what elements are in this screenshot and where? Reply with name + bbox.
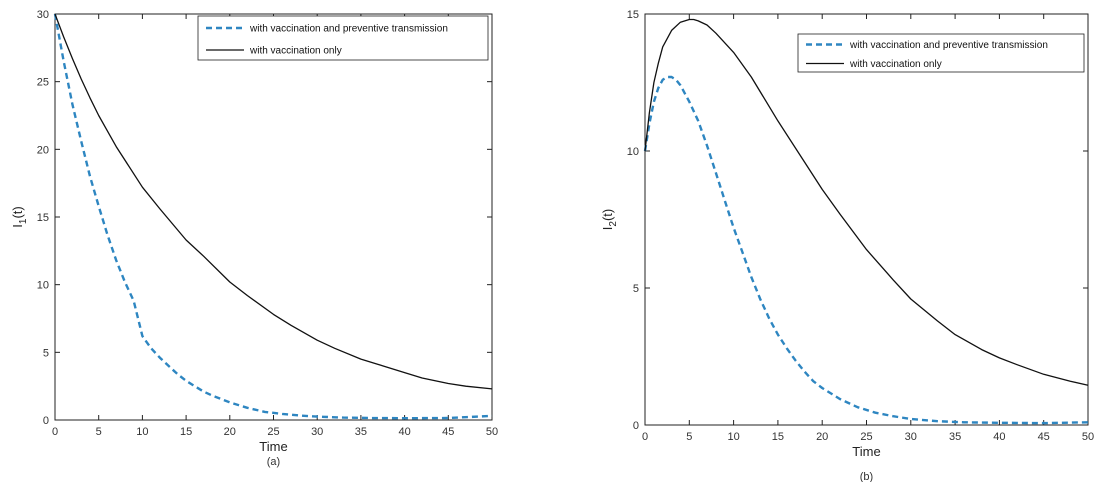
- y-tick-label: 0: [633, 420, 639, 432]
- series-line-vaccination-only: [54, 13, 493, 390]
- x-tick-label: 30: [905, 431, 917, 443]
- y-axis-label: I2(t): [600, 209, 619, 230]
- x-axis-label: Time: [852, 444, 880, 459]
- x-axis-label: Time: [259, 439, 287, 454]
- x-tick-label: 5: [96, 426, 102, 438]
- legend: with vaccination and preventive transmis…: [797, 33, 1085, 73]
- x-tick-label: 50: [486, 426, 498, 438]
- x-tick-label: 20: [816, 431, 828, 443]
- y-tick-label: 25: [37, 77, 49, 89]
- chart-panel-b: 0 5 10 15 20 25 30 35 40 45 50 0 5 10 15 Time I2(t) (b) wi…: [600, 9, 1094, 482]
- y-tick-label: 10: [627, 146, 639, 158]
- x-tick-label: 40: [398, 426, 410, 438]
- series-line-vaccination-only: [644, 18, 1089, 386]
- legend-entry-label: with vaccination only: [849, 59, 942, 70]
- legend-box: [197, 15, 489, 61]
- y-axis-label-main: I: [10, 224, 25, 228]
- y-tick-label: 30: [37, 9, 49, 21]
- x-tick-label: 30: [311, 426, 323, 438]
- x-tick-label: 40: [993, 431, 1005, 443]
- series-line-vaccination-and-preventive: [53, 13, 493, 420]
- y-axis-label-main: I: [600, 227, 615, 231]
- legend-entry-label: with vaccination and preventive transmis…: [249, 24, 448, 35]
- plot-frame: [644, 13, 1089, 426]
- chart-panel-a: 0 5 10 15 20 25 30 35 40 45 50 0 5 10 15 20 25 30 Time I1(t…: [10, 9, 498, 468]
- x-tick-label: 35: [949, 431, 961, 443]
- y-tick-label: 5: [43, 347, 49, 359]
- x-tick-label: 20: [224, 426, 236, 438]
- panel-caption: (a): [267, 456, 280, 468]
- series-line-vaccination-and-preventive: [643, 75, 1089, 425]
- x-tick-label: 25: [267, 426, 279, 438]
- legend: with vaccination and preventive transmis…: [197, 15, 489, 61]
- y-axis-label-tail: (t): [600, 209, 615, 221]
- y-axis-label-subscript: 1: [18, 218, 29, 224]
- x-tick-label: 0: [52, 426, 58, 438]
- y-axis-label-subscript: 2: [608, 221, 619, 227]
- x-tick-label: 35: [355, 426, 367, 438]
- x-tick-label: 15: [180, 426, 192, 438]
- y-tick-label: 20: [37, 144, 49, 156]
- y-tick-label: 15: [627, 9, 639, 21]
- y-tick-label: 10: [37, 280, 49, 292]
- x-tick-label: 10: [727, 431, 739, 443]
- x-tick-label: 5: [686, 431, 692, 443]
- legend-entry-label: with vaccination and preventive transmis…: [849, 40, 1048, 51]
- y-tick-label: 5: [633, 283, 639, 295]
- legend-box: [797, 33, 1085, 73]
- x-tick-label: 0: [642, 431, 648, 443]
- panel-caption: (b): [860, 471, 873, 482]
- legend-entry-label: with vaccination only: [249, 46, 342, 57]
- x-tick-label: 50: [1082, 431, 1094, 443]
- y-axis-label-tail: (t): [10, 206, 25, 218]
- plot-frame: [54, 13, 493, 421]
- x-tick-label: 25: [860, 431, 872, 443]
- x-tick-label: 15: [772, 431, 784, 443]
- y-tick-label: 0: [43, 415, 49, 427]
- y-tick-label: 15: [37, 212, 49, 224]
- x-tick-label: 10: [136, 426, 148, 438]
- y-axis-label: I1(t): [10, 206, 29, 227]
- x-tick-label: 45: [1038, 431, 1050, 443]
- x-tick-label: 45: [442, 426, 454, 438]
